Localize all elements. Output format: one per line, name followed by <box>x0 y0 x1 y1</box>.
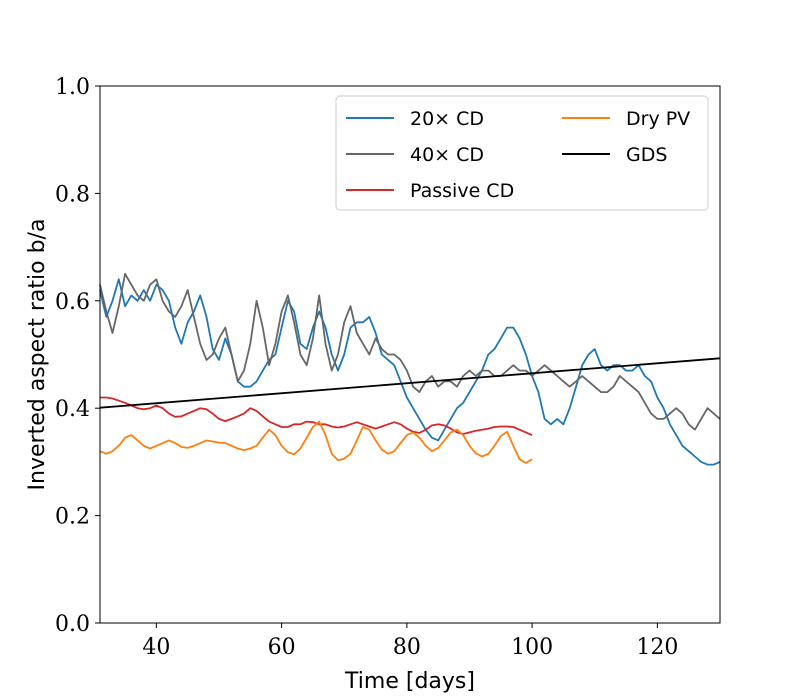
plot-frame <box>99 85 721 624</box>
y-tick-label: 0.6 <box>55 290 90 315</box>
legend-box <box>335 95 709 211</box>
x-axis-label: Time [days] <box>344 669 475 694</box>
series-layer <box>99 272 721 466</box>
x-tick-label: 40 <box>142 635 170 660</box>
y-tick-label: 0.8 <box>55 182 90 207</box>
legend-label: 20× CD <box>410 108 484 130</box>
legend-label: 40× CD <box>410 144 484 166</box>
ticks-layer: 40 60 80 100 120 0.0 0.2 0.4 0.6 0.8 1.0 <box>55 75 678 660</box>
series-line-4 <box>99 357 721 409</box>
x-tick-label: 120 <box>636 635 678 660</box>
y-tick-label: 0.0 <box>55 612 90 637</box>
y-axis-label: Inverted aspect ratio b/a <box>25 219 50 491</box>
legend-label: GDS <box>626 144 667 166</box>
series-line-3 <box>99 420 533 464</box>
y-tick-label: 1.0 <box>55 75 90 100</box>
legend-label: Dry PV <box>626 108 690 130</box>
y-tick-label: 0.4 <box>55 397 90 422</box>
series-line-0 <box>99 278 721 466</box>
legend-label: Passive CD <box>410 180 514 202</box>
x-tick-label: 80 <box>393 635 421 660</box>
series-line-1 <box>99 272 721 431</box>
y-tick-label: 0.2 <box>55 505 90 530</box>
x-tick-label: 60 <box>268 635 296 660</box>
legend: 20× CD 40× CD Passive CD Dry PV GDS <box>335 95 709 211</box>
x-tick-label: 100 <box>511 635 553 660</box>
